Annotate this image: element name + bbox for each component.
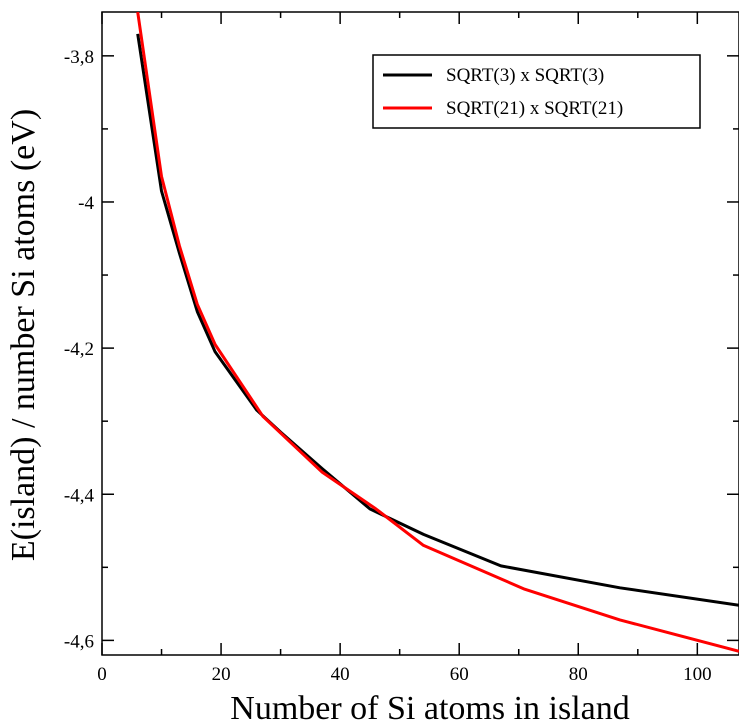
series-line-sqrt21 <box>136 12 739 653</box>
legend-label-sqrt3: SQRT(3) x SQRT(3) <box>446 65 604 86</box>
y-tick-label: -4,6 <box>64 631 94 652</box>
series-layer <box>136 12 739 653</box>
y-tick-label: -3,8 <box>64 47 94 68</box>
x-tick-label: 20 <box>212 664 231 685</box>
legend-label-sqrt21: SQRT(21) x SQRT(21) <box>446 98 623 119</box>
axis-tick-labels: 0 20 40 60 80 100 -3,8 -4 -4,2 -4,4 -4,6 <box>64 47 712 685</box>
x-axis-title: Number of Si atoms in island <box>230 690 629 726</box>
y-tick-label: -4 <box>78 193 94 214</box>
x-tick-label: 60 <box>450 664 469 685</box>
plot-frame <box>101 11 739 656</box>
y-tick-label: -4,4 <box>64 485 95 506</box>
legend: SQRT(3) x SQRT(3) SQRT(21) x SQRT(21) <box>372 54 701 129</box>
x-tick-label: 100 <box>683 664 712 685</box>
x-tick-label: 0 <box>97 664 107 685</box>
y-tick-label: -4,2 <box>64 339 94 360</box>
legend-box <box>372 54 701 129</box>
x-tick-label: 80 <box>569 664 588 685</box>
y-axis-title: E(island) / number Si atoms (eV) <box>5 109 42 561</box>
axis-ticks <box>101 12 739 655</box>
x-tick-label: 40 <box>331 664 350 685</box>
